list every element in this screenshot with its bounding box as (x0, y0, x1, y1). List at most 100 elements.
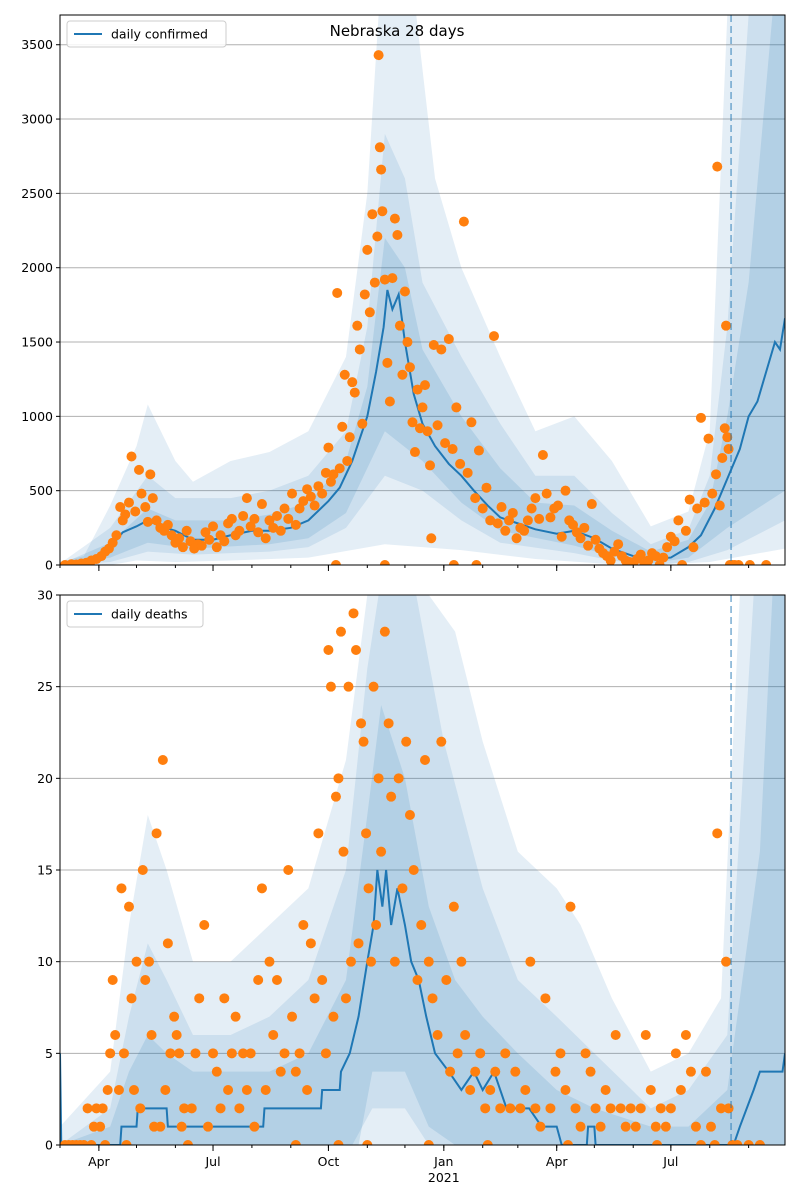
observed-point (245, 521, 256, 532)
observed-point (208, 1048, 219, 1059)
observed-point (712, 828, 723, 839)
observed-point (700, 1066, 711, 1077)
observed-point (241, 493, 252, 504)
observed-point (181, 525, 192, 536)
observed-point (445, 1066, 456, 1077)
observed-point (665, 1103, 676, 1114)
observed-point (488, 331, 499, 342)
observed-point (323, 442, 334, 453)
observed-point (471, 560, 482, 565)
observed-point (408, 865, 419, 875)
confirmed-panel: 0 500 1000 1500 2000 2500 3000 3500 daily confir… (21, 14, 786, 573)
legend: daily confirmed (66, 20, 227, 48)
observed-point (353, 938, 364, 949)
observed-point (605, 555, 616, 565)
observed-point (477, 503, 488, 514)
observed-point (371, 920, 382, 930)
observed-point (200, 527, 211, 538)
observed-point (379, 626, 390, 637)
observed-point (695, 412, 706, 423)
observed-point (332, 287, 343, 298)
observed-point (387, 273, 398, 284)
observed-point (412, 384, 423, 395)
observed-point (379, 560, 390, 565)
observed-point (305, 938, 316, 949)
legend-label: daily deaths (111, 607, 188, 622)
observed-point (451, 402, 462, 413)
observed-point (118, 1048, 129, 1059)
observed-point (515, 1103, 526, 1114)
observed-point (485, 1085, 496, 1095)
observed-point (333, 773, 344, 784)
observed-point (113, 1085, 124, 1095)
observed-point (369, 277, 380, 288)
observed-point (480, 1103, 491, 1114)
y-tick-label: 2000 (21, 260, 53, 275)
observed-point (394, 320, 405, 331)
observed-point (615, 1103, 626, 1114)
observed-point (317, 975, 328, 985)
observed-point (283, 865, 294, 875)
y-tick-label: 3000 (21, 112, 53, 127)
observed-point (496, 502, 507, 513)
observed-point (645, 1085, 656, 1095)
observed-point (397, 883, 408, 894)
observed-point (386, 791, 397, 802)
observed-point (137, 865, 148, 875)
observed-point (298, 920, 309, 930)
observed-point (363, 883, 374, 894)
observed-point (613, 539, 624, 550)
y-tick-label: 2500 (21, 186, 53, 201)
observed-point (171, 1030, 182, 1040)
observed-point (194, 993, 205, 1004)
observed-point (260, 1085, 271, 1095)
observed-point (107, 975, 118, 985)
observed-point (416, 920, 427, 930)
observed-point (302, 484, 313, 495)
observed-point (130, 506, 141, 517)
observed-point (123, 901, 134, 912)
observed-point (223, 1085, 234, 1095)
observed-point (131, 956, 142, 967)
observed-point (420, 755, 431, 765)
observed-point (144, 956, 155, 967)
confidence-band-1 (60, 595, 785, 1145)
observed-point (373, 773, 384, 784)
observed-point (555, 1048, 566, 1059)
confidence-band-0 (60, 15, 785, 565)
observed-point (630, 1121, 641, 1132)
observed-point (351, 645, 362, 655)
observed-point (241, 1085, 252, 1095)
observed-point (432, 420, 443, 431)
observed-point (402, 337, 413, 348)
observed-point (721, 956, 732, 967)
observed-point (379, 274, 390, 285)
observed-point (342, 455, 353, 466)
observed-point (705, 1121, 716, 1132)
observed-point (428, 340, 439, 350)
observed-point (530, 493, 541, 504)
observed-point (368, 681, 379, 692)
confidence-band-1 (60, 15, 785, 565)
legend-box (66, 600, 204, 628)
observed-point (126, 993, 137, 1004)
observed-point (372, 231, 383, 242)
observed-point (595, 1121, 606, 1132)
observed-point (711, 469, 722, 480)
x-tick-label: Apr (88, 1154, 110, 1169)
observed-point (404, 362, 415, 373)
observed-point (423, 956, 434, 967)
observed-point (264, 515, 275, 526)
observed-point (732, 1140, 743, 1145)
observed-point (575, 1121, 586, 1132)
observed-point (146, 1030, 157, 1040)
observed-point (485, 515, 496, 526)
observed-point (440, 438, 451, 449)
observed-point (583, 540, 594, 551)
observed-point (166, 530, 177, 541)
y-tick-label: 10 (37, 954, 53, 969)
observed-point (580, 1048, 591, 1059)
observed-point (234, 525, 245, 536)
observed-point (721, 320, 732, 331)
observed-point (343, 681, 354, 692)
